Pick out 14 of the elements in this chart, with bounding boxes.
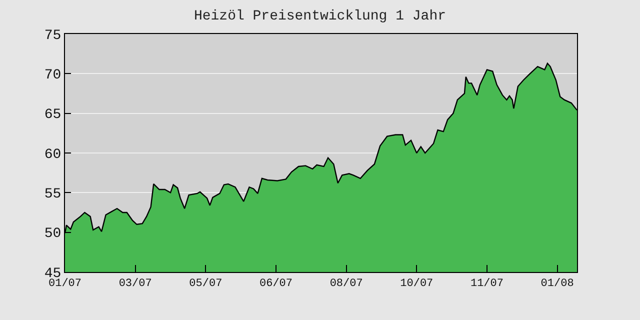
x-tick-label: 05/07 — [189, 278, 222, 290]
x-tick-label: 08/07 — [330, 278, 363, 290]
y-tick-label: 55 — [44, 186, 62, 203]
x-tick-label: 01/08 — [540, 278, 574, 290]
x-tick-label: 10/07 — [400, 278, 434, 290]
y-tick-label: 65 — [44, 107, 62, 124]
x-tick-label: 11/07 — [470, 278, 504, 290]
chart-title: Heizöl Preisentwicklung 1 Jahr — [194, 8, 446, 24]
x-tick-label: 03/07 — [118, 278, 152, 290]
y-tick-label: 50 — [44, 226, 62, 242]
y-tick-label: 70 — [44, 68, 62, 84]
y-tick-label: 75 — [44, 28, 62, 44]
x-tick-label: 06/07 — [259, 278, 292, 290]
y-tick-label: 60 — [44, 146, 62, 163]
